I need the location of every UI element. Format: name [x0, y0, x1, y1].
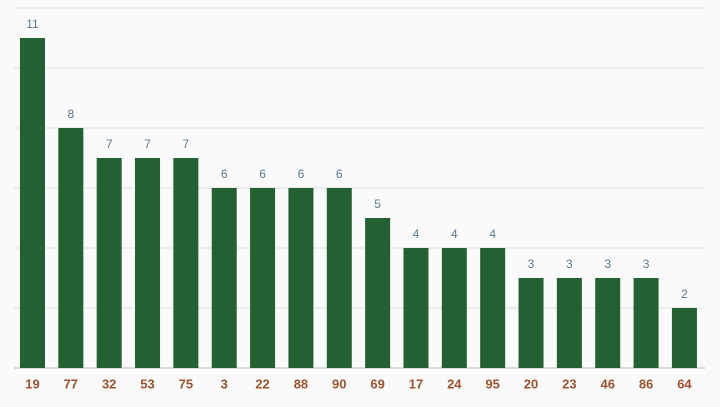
value-label: 4 — [413, 227, 420, 241]
bar — [403, 248, 429, 368]
value-label: 7 — [144, 137, 151, 151]
x-tick-label: 90 — [332, 376, 346, 391]
value-label: 3 — [566, 257, 573, 271]
bar — [441, 248, 467, 368]
value-label: 7 — [183, 137, 190, 151]
x-tick-label: 19 — [25, 376, 39, 391]
bar — [250, 188, 276, 368]
x-tick-label: 46 — [600, 376, 614, 391]
bar — [58, 128, 84, 368]
bar — [671, 308, 697, 368]
bar — [288, 188, 314, 368]
bar — [556, 278, 582, 368]
value-label: 7 — [106, 137, 113, 151]
bar — [633, 278, 659, 368]
value-label: 3 — [528, 257, 535, 271]
bar — [135, 158, 161, 368]
x-tick-label: 64 — [677, 376, 692, 391]
x-tick-label: 86 — [639, 376, 653, 391]
value-label: 6 — [298, 167, 305, 181]
x-tick-label: 69 — [370, 376, 384, 391]
x-tick-label: 77 — [64, 376, 78, 391]
x-tick-label: 32 — [102, 376, 116, 391]
bar — [595, 278, 621, 368]
x-tick-label: 75 — [179, 376, 193, 391]
bar — [518, 278, 544, 368]
x-tick-label: 22 — [255, 376, 269, 391]
value-label: 4 — [451, 227, 458, 241]
value-label: 6 — [336, 167, 343, 181]
x-tick-label: 95 — [485, 376, 499, 391]
value-label: 3 — [643, 257, 650, 271]
value-label: 5 — [374, 197, 381, 211]
x-tick-label: 17 — [409, 376, 423, 391]
x-tick-label: 20 — [524, 376, 538, 391]
bar — [480, 248, 506, 368]
x-tick-label: 88 — [294, 376, 308, 391]
bar — [173, 158, 199, 368]
x-tick-label: 23 — [562, 376, 576, 391]
x-tick-label: 3 — [221, 376, 228, 391]
bar — [19, 38, 45, 368]
value-label: 4 — [489, 227, 496, 241]
x-tick-label: 53 — [140, 376, 154, 391]
value-label: 2 — [681, 287, 688, 301]
value-label: 6 — [221, 167, 228, 181]
bar — [96, 158, 122, 368]
x-tick-label: 24 — [447, 376, 462, 391]
value-label: 3 — [604, 257, 611, 271]
value-label: 6 — [259, 167, 266, 181]
value-label: 8 — [67, 107, 74, 121]
bar — [365, 218, 391, 368]
bar — [326, 188, 352, 368]
bar — [211, 188, 237, 368]
value-label: 11 — [26, 17, 39, 31]
